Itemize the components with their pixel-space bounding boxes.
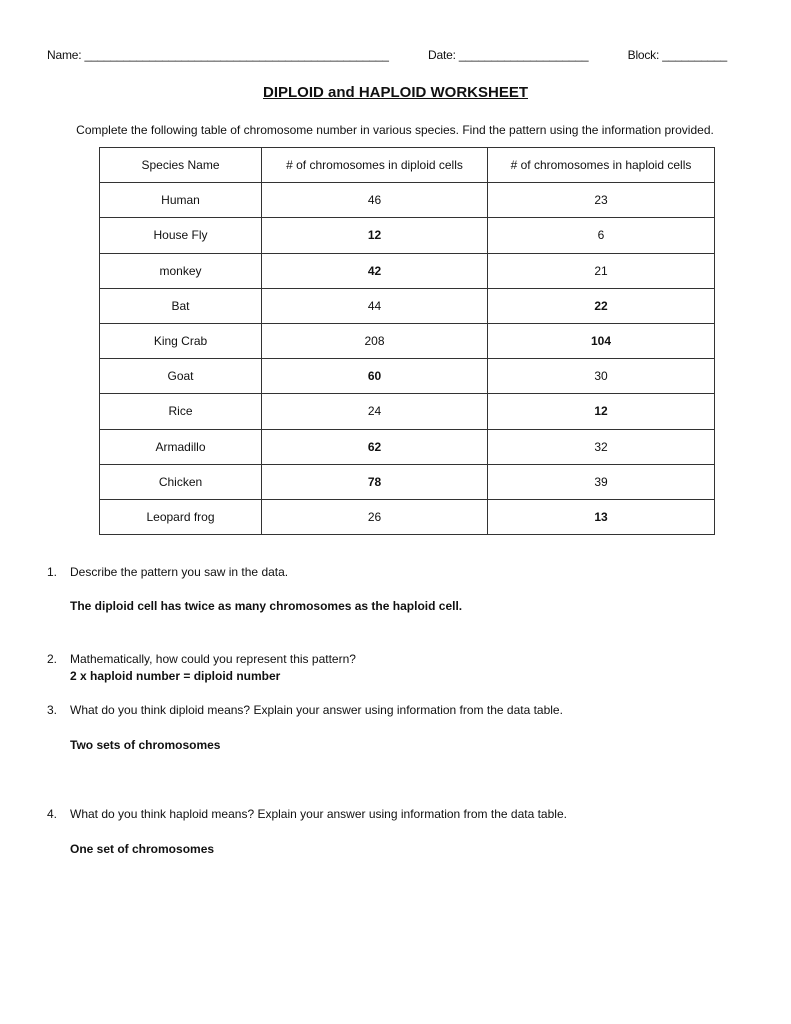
table-header-row: Species Name # of chromosomes in diploid… [99,146,715,184]
table-row: Human 46 23 [99,182,715,219]
column-header: # of chromosomes in diploid cells [261,146,488,184]
diploid-cell: 62 [261,428,488,465]
species-cell: Leopard frog [99,498,262,536]
haploid-cell: 22 [487,287,715,324]
haploid-cell: 6 [487,217,715,254]
species-cell: House Fly [99,217,262,254]
diploid-cell: 60 [261,358,488,395]
question-number: 1. [47,565,58,579]
answer-1: The diploid cell has twice as many chrom… [70,599,463,613]
haploid-cell: 21 [487,252,715,289]
species-cell: Armadillo [99,428,262,465]
diploid-cell: 24 [261,393,488,430]
block-field[interactable]: Block: __________ [627,48,728,62]
haploid-cell: 39 [487,463,715,500]
haploid-cell: 104 [487,322,715,360]
header-fields: Name: __________________________________… [47,48,727,62]
species-cell: Human [99,182,262,219]
diploid-cell: 78 [261,463,488,500]
table-row: Bat 44 22 [99,287,715,324]
table-row: Leopard frog 26 13 [99,498,715,536]
answer-3: Two sets of chromosomes [70,738,221,752]
question-1: 1. Describe the pattern you saw in the da… [47,565,288,579]
haploid-cell: 32 [487,428,715,465]
species-cell: King Crab [99,322,262,360]
question-3: 3. What do you think diploid means? Expla… [47,703,563,717]
diploid-cell: 26 [261,498,488,536]
species-cell: monkey [99,252,262,289]
chromosome-table: Species Name # of chromosomes in diploid… [99,146,715,536]
column-header: # of chromosomes in haploid cells [487,146,715,184]
species-cell: Bat [99,287,262,324]
table-row: Rice 24 12 [99,393,715,430]
species-cell: Chicken [99,463,262,500]
haploid-cell: 13 [487,498,715,536]
question-2: 2. Mathematically, how could you represen… [47,652,356,666]
question-text: Mathematically, how could you represent … [70,652,356,666]
question-text: What do you think haploid means? Explain… [70,807,567,821]
diploid-cell: 12 [261,217,488,254]
question-number: 2. [47,652,58,666]
haploid-cell: 12 [487,393,715,430]
question-number: 4. [47,807,58,821]
date-field[interactable]: Date: ____________________ [428,48,589,62]
table-row: Chicken 78 39 [99,463,715,500]
instructions: Complete the following table of chromoso… [76,123,714,137]
species-cell: Goat [99,358,262,395]
question-number: 3. [47,703,58,717]
species-cell: Rice [99,393,262,430]
question-4: 4. What do you think haploid means? Expla… [47,807,567,821]
haploid-cell: 30 [487,358,715,395]
table-row: Armadillo 62 32 [99,428,715,465]
question-text: What do you think diploid means? Explain… [70,703,563,717]
column-header: Species Name [99,146,262,184]
table-row: House Fly 12 6 [99,217,715,254]
answer-4: One set of chromosomes [70,842,215,856]
diploid-cell: 44 [261,287,488,324]
diploid-cell: 208 [261,322,488,360]
table-row: King Crab 208 104 [99,322,715,360]
diploid-cell: 46 [261,182,488,219]
table-row: Goat 60 30 [99,358,715,395]
name-field[interactable]: Name: __________________________________… [47,48,389,62]
page-title: DIPLOID and HAPLOID WORKSHEET [262,84,528,101]
question-text: Describe the pattern you saw in the data… [70,565,289,579]
table-row: monkey 42 21 [99,252,715,289]
diploid-cell: 42 [261,252,488,289]
answer-2: 2 x haploid number = diploid number [70,669,281,683]
haploid-cell: 23 [487,182,715,219]
